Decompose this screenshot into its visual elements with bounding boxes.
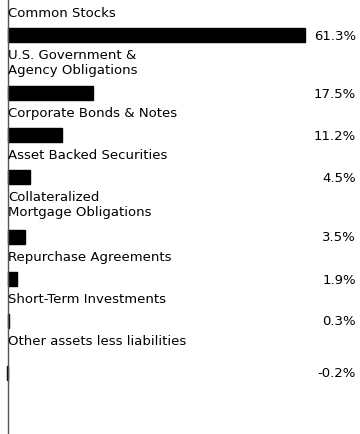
Text: 1.9%: 1.9% (322, 273, 356, 286)
Text: 17.5%: 17.5% (314, 87, 356, 100)
Text: Common Stocks: Common Stocks (8, 7, 116, 20)
Text: Short-Term Investments: Short-Term Investments (8, 293, 166, 305)
Bar (8, 129, 62, 143)
Text: 0.3%: 0.3% (322, 315, 356, 328)
Text: Collateralized
Mortgage Obligations: Collateralized Mortgage Obligations (8, 191, 152, 218)
Text: Repurchase Agreements: Repurchase Agreements (8, 250, 171, 263)
Bar (8, 171, 30, 184)
Text: Asset Backed Securities: Asset Backed Securities (8, 149, 167, 161)
Text: 4.5%: 4.5% (322, 171, 356, 184)
Bar (8, 87, 93, 101)
Text: 3.5%: 3.5% (322, 231, 356, 244)
Bar (8, 230, 25, 244)
Text: -0.2%: -0.2% (318, 367, 356, 380)
Bar (8, 29, 305, 43)
Bar (8, 314, 9, 328)
Bar (8, 273, 17, 286)
Text: Other assets less liabilities: Other assets less liabilities (8, 334, 186, 347)
Text: 61.3%: 61.3% (314, 30, 356, 43)
Text: Corporate Bonds & Notes: Corporate Bonds & Notes (8, 107, 177, 120)
Text: U.S. Government &
Agency Obligations: U.S. Government & Agency Obligations (8, 49, 138, 77)
Text: 11.2%: 11.2% (314, 129, 356, 142)
Bar (7, 366, 8, 380)
